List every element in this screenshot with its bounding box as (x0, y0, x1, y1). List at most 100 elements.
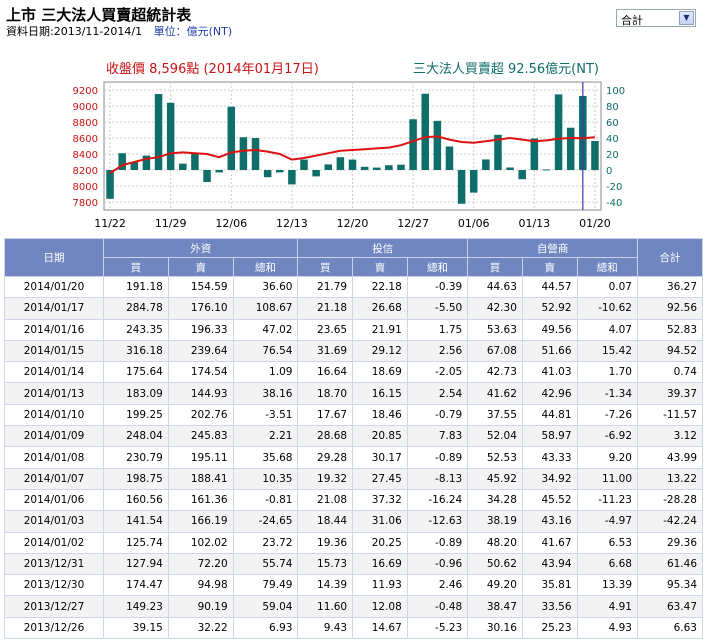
row-value: 245.83 (167, 425, 234, 448)
row-value: 22.18 (352, 275, 408, 299)
row-value: 183.09 (103, 382, 169, 405)
table-row: 2014/01/14 175.64 174.54 1.09 16.64 18.69 -2.0… (4, 361, 703, 384)
row-value: 149.23 (103, 595, 169, 618)
row-value: 23.65 (297, 318, 354, 341)
left-axis-tick: 7800 (73, 198, 98, 209)
row-value: 51.66 (521, 339, 578, 363)
right-axis-tick: 100 (606, 86, 625, 97)
row-value: 52.92 (521, 297, 578, 320)
net-buy-bar (421, 93, 429, 170)
row-value: 199.25 (103, 403, 169, 427)
row-value: 4.07 (576, 318, 639, 341)
net-buy-bar (203, 170, 211, 182)
table-row: 2014/01/02 125.74 102.02 23.72 19.36 20.25 -0.… (4, 531, 703, 554)
row-value: 42.96 (521, 382, 578, 405)
right-axis-tick: 0 (606, 166, 612, 177)
net-buy-bar (482, 159, 490, 170)
row-value: -16.24 (406, 488, 469, 512)
net-buy-bar (397, 164, 405, 170)
row-total: 0.74 (637, 361, 703, 384)
net-buy-bar (336, 157, 345, 170)
row-total: 52.83 (637, 318, 703, 341)
row-value: -6.92 (576, 425, 639, 448)
row-value: 125.74 (103, 531, 169, 554)
row-value: 58.97 (521, 425, 578, 448)
table-sub-header: 買 賣 總和 買 賣 總和 買 賣 總和 (5, 257, 703, 277)
summary-select[interactable]: 合計 ▼ (616, 9, 696, 27)
row-date: 2014/01/20 (4, 275, 104, 299)
row-value: 11.93 (352, 574, 408, 597)
row-total: 95.34 (637, 574, 703, 597)
col-trust-buy: 買 (297, 257, 354, 277)
row-value: 52.53 (467, 446, 523, 469)
net-buy-bar (566, 127, 575, 170)
row-value: 248.04 (103, 425, 169, 448)
row-value: 11.00 (576, 467, 639, 490)
chart-grid (103, 81, 602, 211)
table-row: 2014/01/09 248.04 245.83 2.21 28.68 20.85 7.83… (4, 425, 703, 448)
net-buy-bar (433, 120, 442, 170)
net-buy-bar (191, 154, 199, 170)
row-value: 20.25 (352, 531, 408, 554)
row-value: 144.93 (167, 382, 234, 405)
table-group-header: 日期 外資 投信 自營商 合計 (4, 238, 703, 277)
row-value: 198.75 (103, 467, 169, 490)
row-value: 0.07 (576, 275, 639, 299)
chart-axes: 7800 8000 8200 8400 8600 8800 9000 9200 -40 -20 0 2… (73, 86, 626, 230)
x-axis-tick: 12/06 (215, 217, 247, 230)
net-buy-bar (215, 170, 223, 173)
table-row: 2013/12/26 39.15 32.22 6.93 9.43 14.67 -5.23 30… (4, 616, 703, 639)
row-value: 37.55 (467, 403, 523, 427)
row-total: 3.12 (637, 425, 703, 448)
row-value: 21.08 (297, 488, 354, 512)
row-date: 2014/01/06 (4, 488, 104, 512)
row-value: 21.91 (352, 318, 408, 341)
net-buy-bar (554, 94, 563, 170)
row-value: 16.15 (352, 382, 408, 405)
left-axis-tick: 8200 (73, 166, 98, 177)
net-buy-bar (251, 138, 260, 170)
row-value: 44.57 (521, 275, 578, 299)
net-buy-bar (385, 165, 393, 170)
row-date: 2014/01/09 (4, 425, 104, 448)
row-date: 2014/01/10 (4, 403, 104, 427)
row-value: 41.03 (521, 361, 578, 384)
row-value: 41.62 (467, 382, 523, 405)
net-buy-bars (106, 82, 599, 210)
row-value: -0.96 (406, 552, 469, 576)
row-value: 50.62 (467, 552, 523, 576)
table-row: 2014/01/06 160.56 161.36 -0.81 21.08 37.32 -16… (4, 488, 703, 512)
row-value: 32.22 (167, 616, 234, 639)
row-value: 21.79 (297, 275, 354, 299)
row-value: 1.70 (576, 361, 639, 384)
row-value: 4.91 (576, 595, 639, 618)
col-total: 合計 (637, 238, 703, 277)
row-value: 316.18 (103, 339, 169, 363)
row-value: 72.20 (167, 552, 234, 576)
col-foreign-buy: 買 (103, 257, 169, 277)
chevron-down-icon[interactable]: ▼ (679, 11, 694, 25)
table-row: 2014/01/15 316.18 239.64 76.54 31.69 29.12 2.5… (4, 339, 703, 363)
row-value: 76.54 (232, 339, 299, 363)
row-value: 6.53 (576, 531, 639, 554)
row-value: -3.51 (232, 403, 299, 427)
net-buy-bar (542, 169, 551, 171)
row-value: -0.81 (232, 488, 299, 512)
institutional-table: 日期 外資 投信 自營商 合計 買 賣 總和 買 賣 總和 買 賣 總和 201… (4, 238, 703, 639)
net-buy-bar (106, 170, 114, 199)
row-value: -0.79 (406, 403, 469, 427)
row-value: 4.93 (576, 616, 639, 639)
row-value: 13.39 (576, 574, 639, 597)
table-row: 2013/12/31 127.94 72.20 55.74 15.73 16.69 -0.9… (4, 552, 703, 576)
row-value: 47.02 (232, 318, 299, 341)
close-price-line (109, 135, 595, 175)
institutional-chart: 7800 8000 8200 8400 8600 8800 9000 9200 -40 -20 0 2… (73, 61, 626, 230)
row-value: 174.47 (103, 574, 169, 597)
net-buy-bar (506, 167, 514, 170)
table-row: 2014/01/03 141.54 166.19 -24.65 18.44 31.06 -1… (4, 510, 703, 533)
row-value: 19.32 (297, 467, 354, 490)
row-value: 31.06 (352, 510, 408, 533)
table-row: 2014/01/16 243.35 196.33 47.02 23.65 21.91 1.7… (4, 318, 703, 341)
net-buy-bar (276, 170, 284, 173)
row-value: 49.56 (521, 318, 578, 341)
